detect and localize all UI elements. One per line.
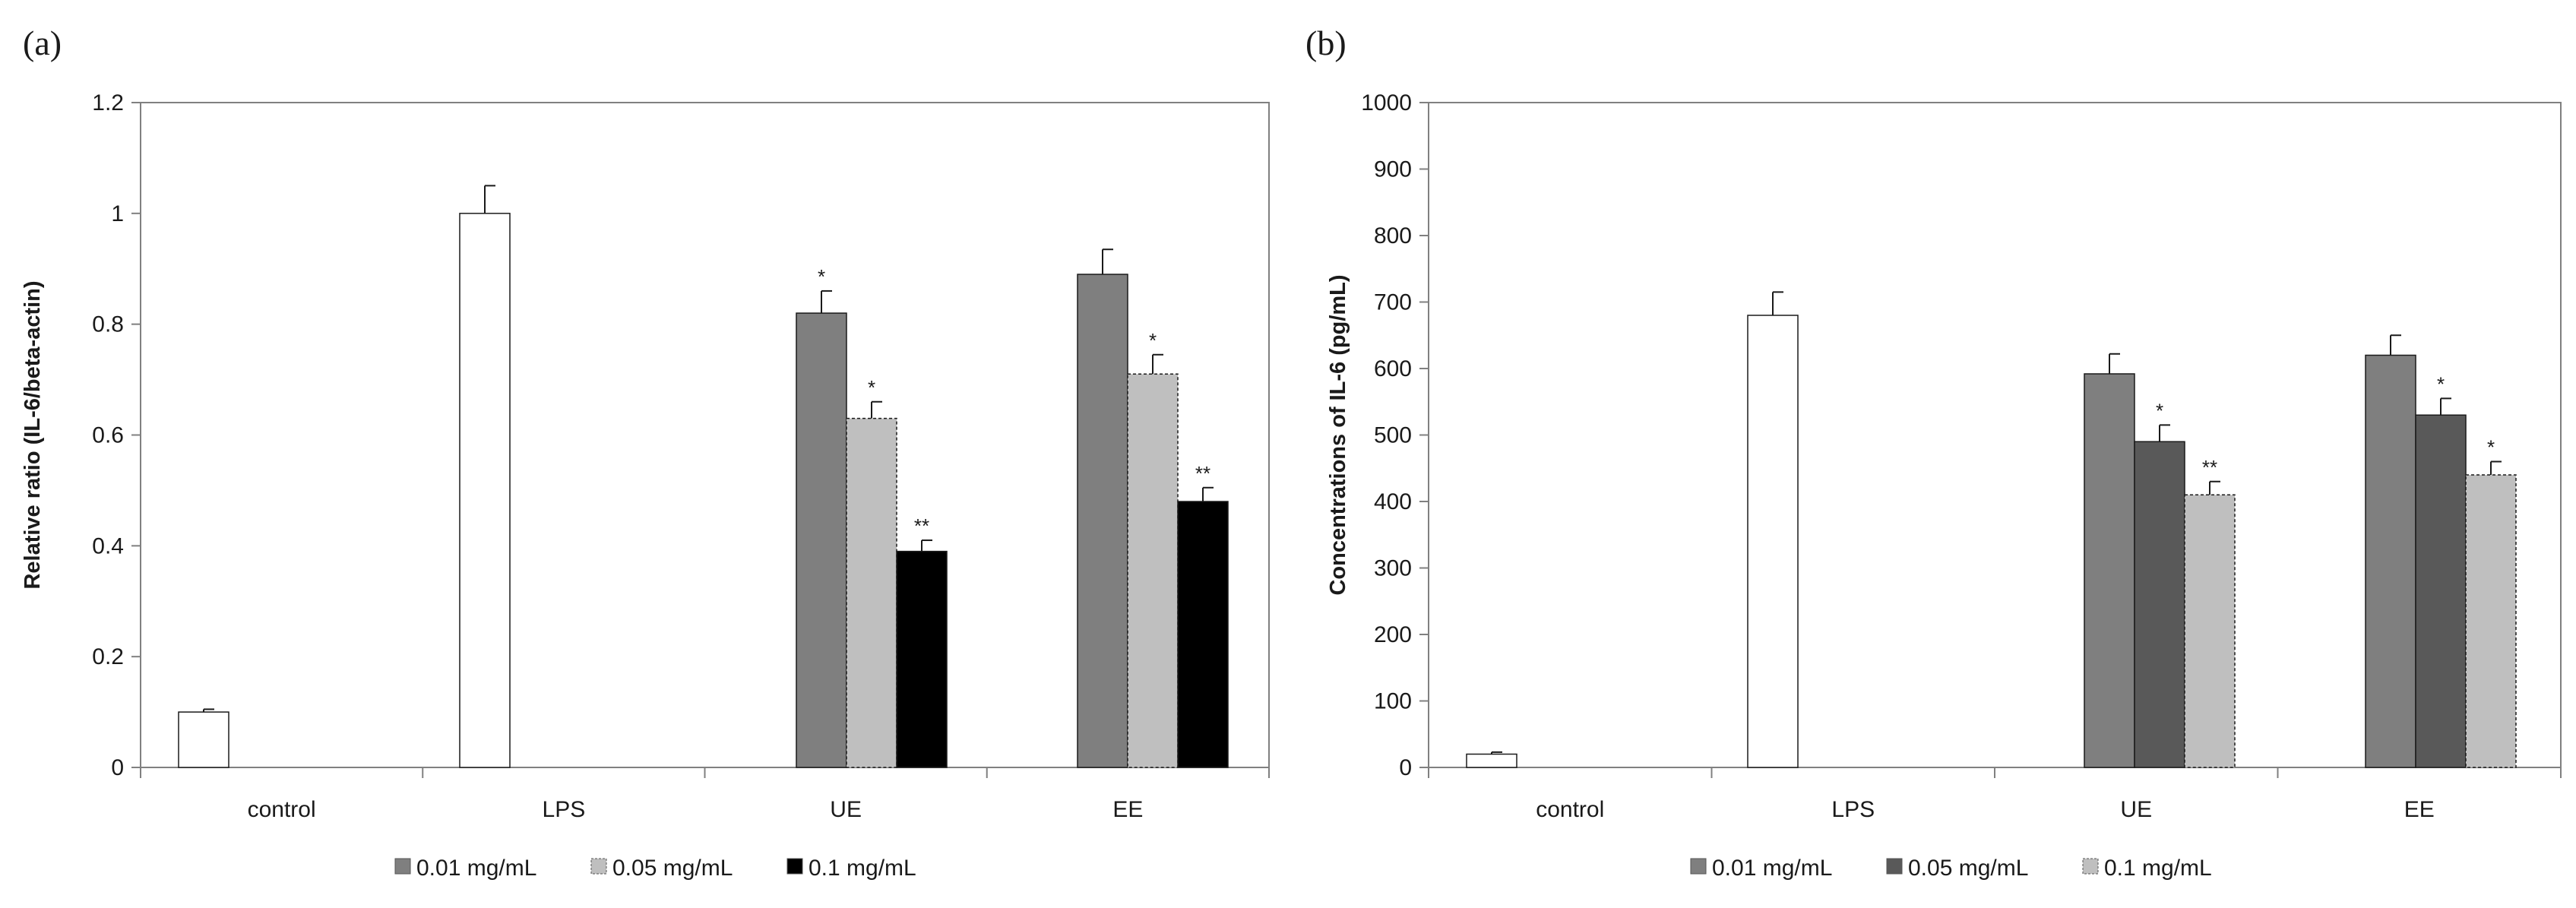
y-axis-label: Concentrations of IL-6 (pg/mL) — [1326, 274, 1350, 595]
legend-label: 0.1 mg/mL — [809, 856, 916, 881]
x-category-label: control — [248, 797, 316, 822]
x-category-label: control — [1536, 797, 1604, 822]
y-tick-label: 300 — [1374, 556, 1412, 581]
legend-swatch — [590, 858, 607, 875]
bar-ue-series-2 — [846, 417, 897, 768]
y-tick-label: 700 — [1374, 290, 1412, 315]
bar-ee-series-1 — [2365, 354, 2416, 768]
y-tick-label: 1000 — [1361, 90, 1412, 115]
y-tick-label: 1 — [111, 201, 124, 226]
legend: 0.01 mg/mL 0.05 mg/mL 0.1 mg/mL — [394, 856, 916, 881]
legend-label: 0.01 mg/mL — [416, 856, 536, 881]
bar-ue-series-1 — [2084, 373, 2135, 768]
y-tick-label: 0.6 — [92, 423, 124, 448]
x-category-label: LPS — [1831, 797, 1875, 822]
bar-ee-series-2 — [2415, 414, 2467, 768]
bar-ue-series-2 — [2134, 441, 2185, 768]
y-tick-label: 500 — [1374, 423, 1412, 448]
x-category-label: EE — [2404, 797, 2435, 822]
y-tick-label: 600 — [1374, 356, 1412, 381]
legend-swatch — [786, 858, 803, 875]
bar-ue-series-3 — [896, 550, 948, 768]
significance-marker: ** — [1195, 462, 1210, 485]
bar-ee-series-3 — [2465, 474, 2517, 768]
y-tick-label: 0.2 — [92, 644, 124, 669]
bar-ee-series-3 — [1177, 501, 1229, 768]
legend-label: 0.05 mg/mL — [1908, 856, 2028, 881]
y-tick-label: 100 — [1374, 689, 1412, 714]
y-axis-label: Relative ratio (IL-6/beta-actin) — [21, 280, 45, 589]
x-category-label: EE — [1112, 797, 1143, 822]
bar-control — [1466, 753, 1517, 768]
bar-lps — [459, 213, 511, 768]
significance-marker: * — [2487, 436, 2495, 459]
y-tick-label: 900 — [1374, 157, 1412, 182]
legend: 0.01 mg/mL 0.05 mg/mL 0.1 mg/mL — [1690, 856, 2212, 881]
bar-control — [178, 711, 229, 768]
y-tick-label: 0.4 — [92, 533, 124, 558]
significance-marker: ** — [914, 514, 929, 537]
significance-marker: * — [2437, 372, 2445, 395]
significance-marker: * — [2156, 399, 2163, 422]
bar-ee-series-2 — [1127, 373, 1179, 768]
x-category-label: UE — [2120, 797, 2152, 822]
legend-label: 0.05 mg/mL — [612, 856, 733, 881]
significance-marker: * — [1149, 329, 1157, 352]
y-tick-label: 1.2 — [92, 90, 124, 115]
legend-label: 0.01 mg/mL — [1712, 856, 1832, 881]
significance-marker: * — [868, 376, 875, 399]
panel-label: (a) — [23, 24, 62, 62]
legend-swatch — [1886, 858, 1903, 875]
legend-label: 0.1 mg/mL — [2104, 856, 2212, 881]
panel-label: (b) — [1305, 24, 1347, 62]
significance-marker: * — [818, 265, 825, 288]
chart-panel-b: (b) 0 100 200 300 400 500 600 700 800 900 1000 contr… — [1305, 24, 2562, 881]
chart-panel-a: (a) 0 0.2 0.4 0.6 0.8 1 1.2 control LPS UE EE Relati… — [21, 24, 1270, 881]
legend-swatch — [1690, 858, 1707, 875]
y-tick-label: 200 — [1374, 622, 1412, 647]
bar-ue-series-3 — [2184, 494, 2236, 768]
legend-swatch — [394, 858, 411, 875]
bar-lps — [1747, 315, 1799, 768]
x-category-label: LPS — [543, 797, 586, 822]
bar-ue-series-1 — [796, 312, 847, 768]
significance-marker: ** — [2202, 456, 2217, 479]
y-tick-label: 0 — [1399, 755, 1412, 780]
y-tick-label: 400 — [1374, 489, 1412, 514]
y-tick-label: 0.8 — [92, 312, 124, 337]
y-tick-label: 800 — [1374, 223, 1412, 248]
bar-ee-series-1 — [1077, 274, 1128, 768]
x-category-label: UE — [830, 797, 862, 822]
legend-swatch — [2082, 858, 2099, 875]
y-tick-label: 0 — [111, 755, 124, 780]
